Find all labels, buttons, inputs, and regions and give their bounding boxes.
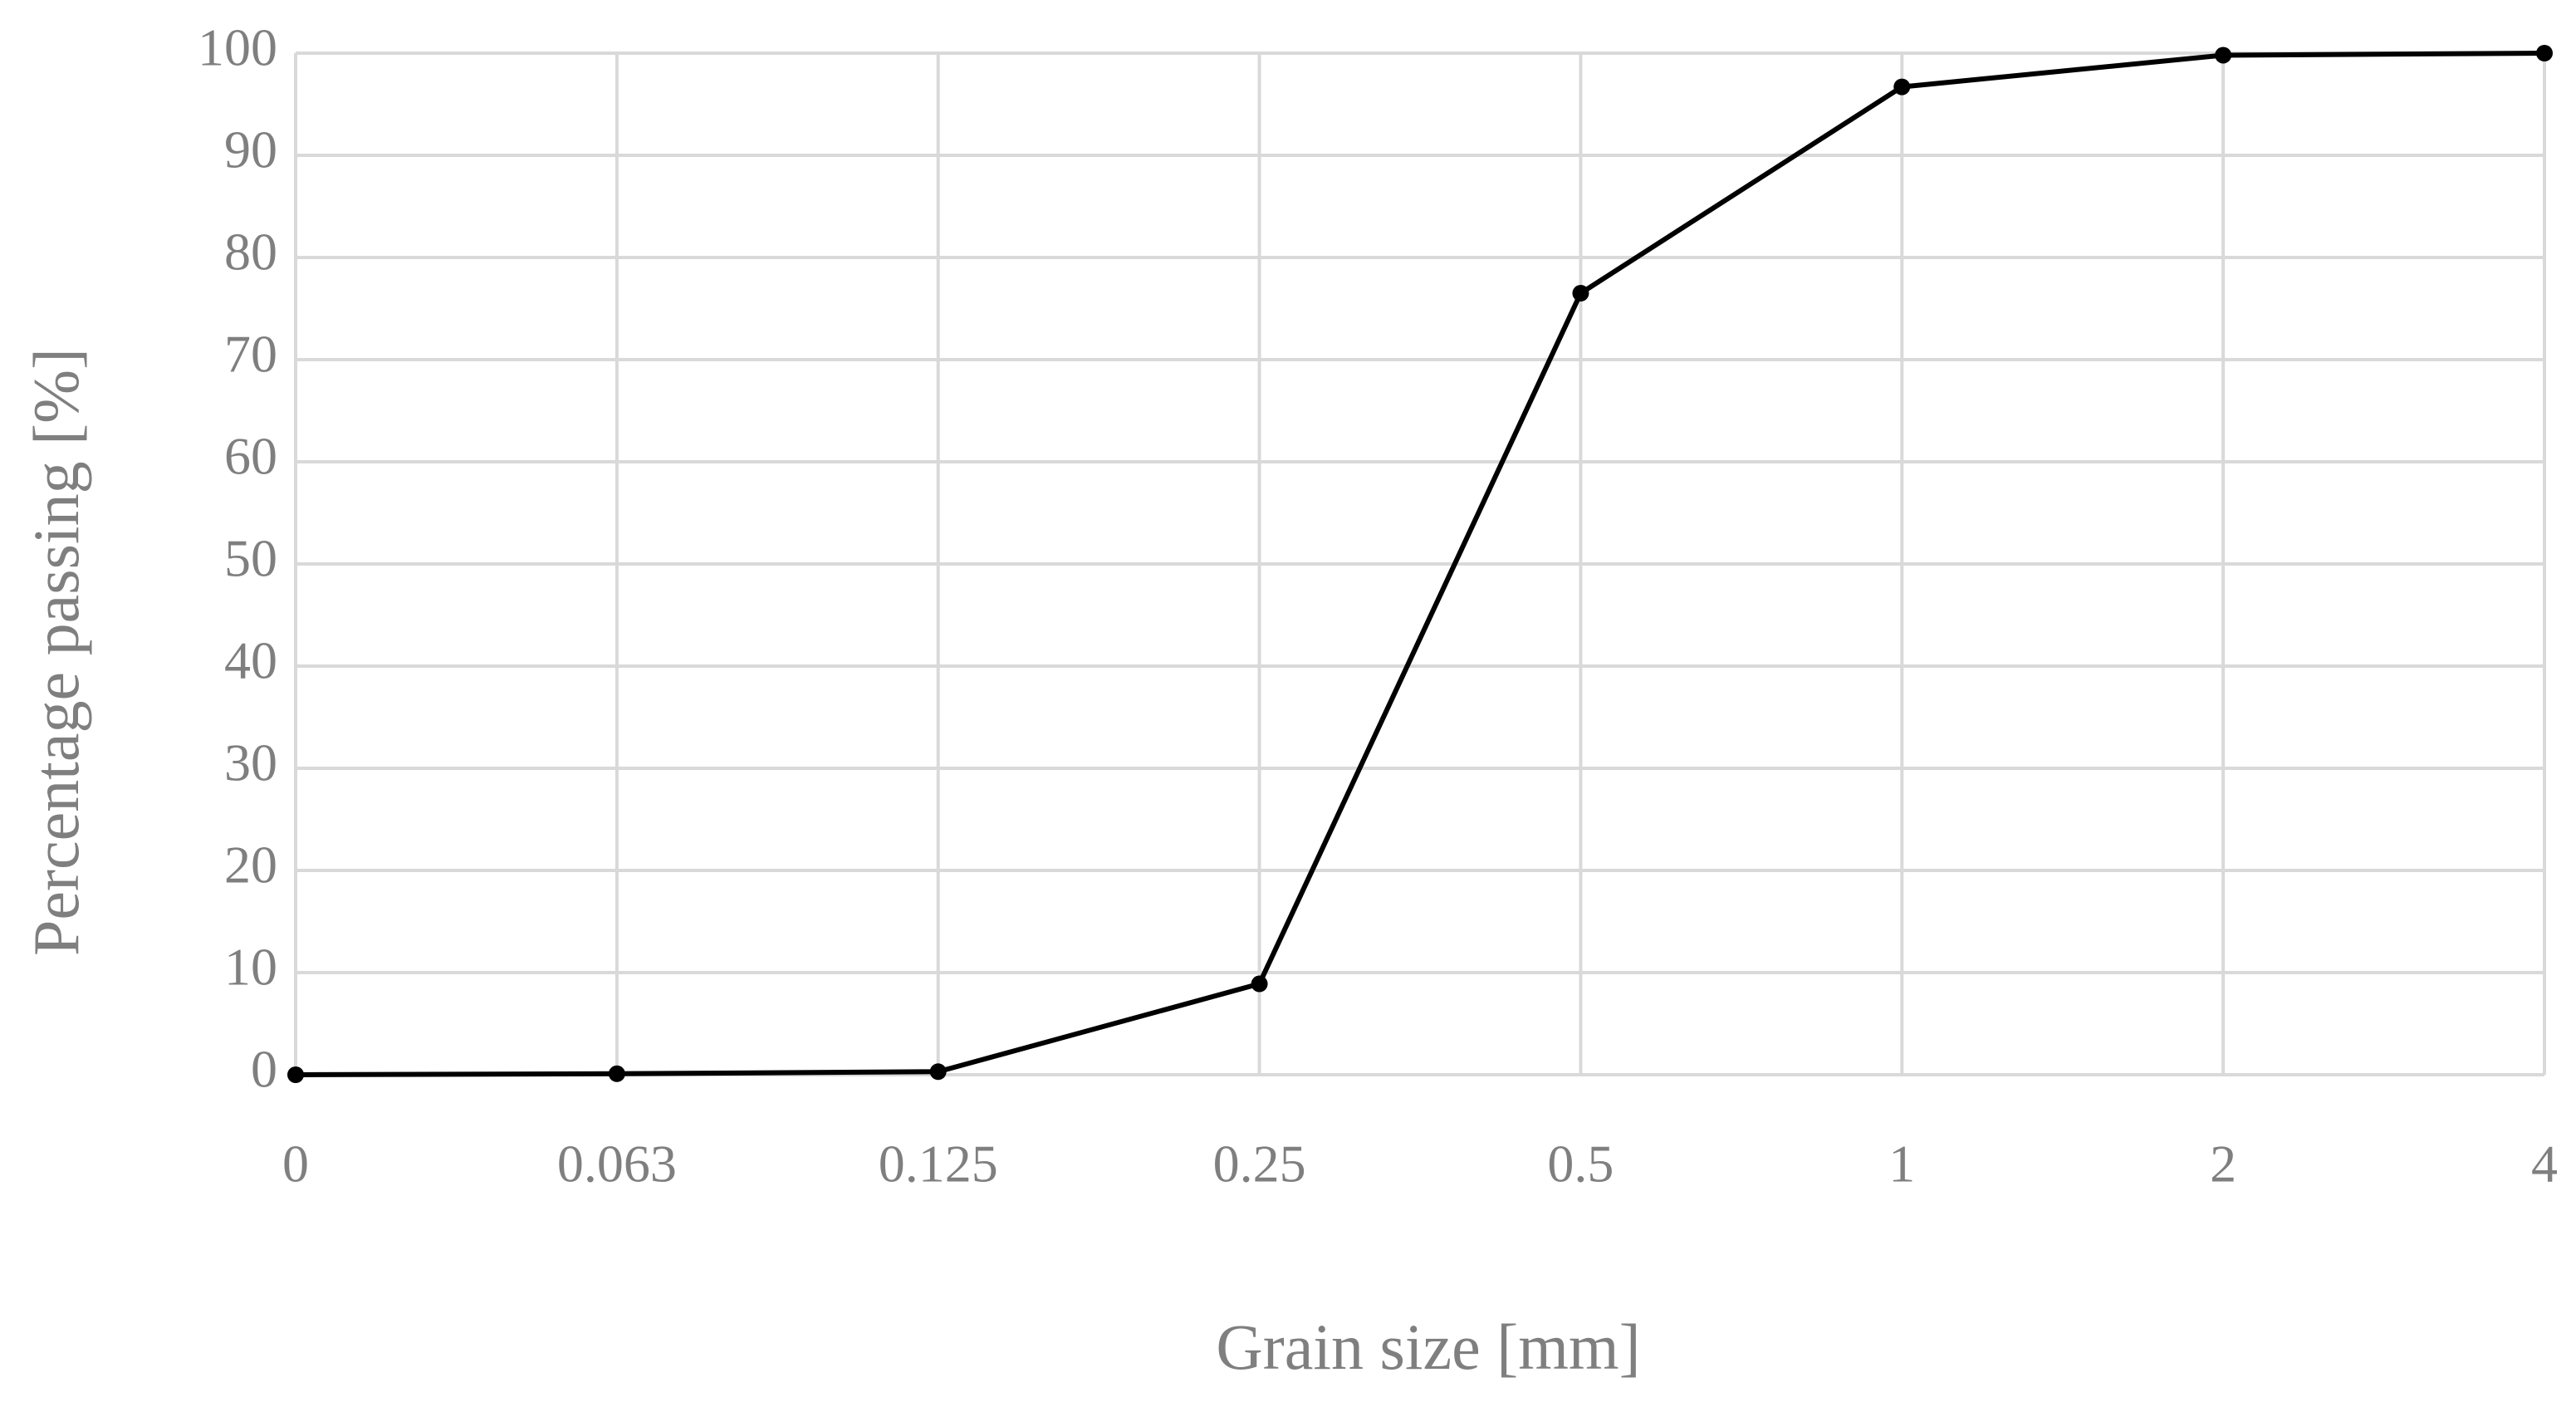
y-tick-label: 20 [224,836,277,895]
x-tick-label: 4 [2531,1135,2558,1194]
y-tick-label: 40 [224,631,277,690]
y-tick-label: 80 [224,223,277,282]
data-point [608,1065,625,1082]
x-tick-label: 2 [2210,1135,2236,1194]
data-point [1572,285,1589,302]
data-point [1251,975,1268,993]
y-tick-label: 30 [224,733,277,792]
x-tick-label: 0.5 [1547,1135,1614,1194]
data-point [2536,45,2553,61]
y-tick-label: 70 [224,325,277,384]
data-point [287,1066,304,1083]
y-tick-label: 100 [198,18,277,77]
data-point [929,1063,947,1081]
y-tick-label: 60 [224,427,277,486]
data-point [1893,78,1911,96]
data-line [295,51,2545,1077]
data-point [2215,47,2232,64]
x-tick-label: 0.063 [557,1135,677,1194]
x-axis-title: Grain size [mm] [1216,1311,1640,1383]
y-tick-label: 10 [224,938,277,997]
x-tick-label: 0 [282,1135,309,1194]
y-axis-title: Percentage passing [%] [20,348,92,956]
y-tick-label: 50 [224,529,277,588]
y-tick-label: 90 [224,120,277,179]
y-tick-label: 0 [251,1040,277,1099]
x-tick-label: 1 [1888,1135,1915,1194]
x-tick-label: 0.25 [1213,1135,1306,1194]
x-tick-label: 0.125 [879,1135,998,1194]
